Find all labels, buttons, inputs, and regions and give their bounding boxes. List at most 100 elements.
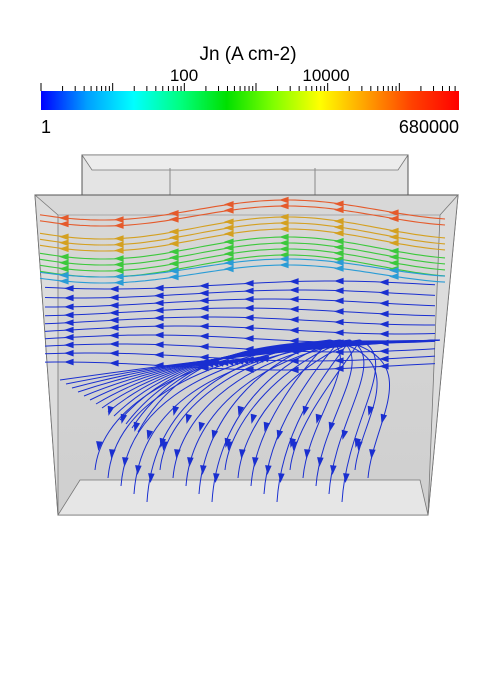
streamline-arrow [289, 305, 299, 313]
streamline-arrow [109, 309, 119, 317]
streamline-arrow [169, 248, 179, 255]
streamline-arrow [244, 335, 254, 342]
streamline-arrow [389, 259, 399, 267]
streamline-arrow [109, 316, 119, 324]
streamline-arrow [389, 267, 399, 274]
streamline-arrow [64, 349, 74, 357]
streamline-arrow [200, 465, 207, 475]
streamline-arrow [154, 284, 164, 292]
streamline-arrow [224, 218, 234, 226]
streamline-arrow [64, 358, 74, 366]
streamline [341, 339, 377, 503]
streamline-arrow [315, 413, 323, 424]
streamline-arrow [389, 209, 399, 217]
streamline-arrow [379, 310, 389, 318]
streamline-arrow [109, 359, 119, 367]
streamline-arrow [224, 250, 234, 258]
streamline-arrow [109, 324, 119, 331]
streamline-arrow [289, 286, 299, 294]
streamline-arrow [379, 320, 389, 328]
streamline-arrow [114, 255, 124, 262]
streamline-arrow [334, 287, 344, 294]
streamline-arrow [379, 299, 389, 307]
streamline-arrow [169, 210, 179, 217]
volume-floor [57, 479, 429, 516]
streamline-arrow [250, 413, 258, 424]
streamline-arrow [276, 429, 284, 440]
streamline-arrow [154, 292, 164, 299]
streamline-arrow [367, 405, 375, 416]
streamline-arrow [109, 349, 119, 357]
volume-right-face [427, 193, 459, 516]
streamline [137, 339, 441, 433]
streamline-arrow [334, 357, 344, 364]
streamline-arrow [289, 295, 299, 303]
streamline-arrow [334, 297, 344, 305]
streamline-arrow [334, 223, 344, 231]
streamline-arrow [174, 449, 181, 459]
streamline [39, 205, 446, 227]
streamline-arrow [109, 294, 119, 301]
streamline-arrow [64, 311, 74, 319]
streamline-arrow [224, 201, 234, 208]
streamline-arrow [330, 465, 337, 475]
streamline-arrow [198, 421, 206, 432]
streamline-arrow [64, 334, 74, 341]
streamline-arrow [389, 233, 399, 241]
streamline [39, 264, 446, 284]
colorbar-gradient-bar [41, 91, 459, 110]
streamline-arrow [237, 405, 245, 416]
streamline-arrow [154, 322, 164, 330]
colorbar-max-label: 680000 [399, 117, 459, 137]
streamline [39, 242, 446, 266]
streamline-arrow [379, 278, 389, 286]
streamline-arrow [161, 441, 168, 451]
streamline-arrow [224, 259, 234, 267]
streamline-arrow [114, 222, 124, 229]
streamline-arrow [317, 457, 324, 467]
streamline-arrow [343, 473, 350, 483]
streamline-arrow [279, 255, 289, 263]
streamline [146, 339, 331, 503]
streamline-arrow [107, 405, 115, 416]
streamline-arrow [244, 314, 254, 321]
volume-left-face [34, 194, 59, 516]
streamline-arrow [278, 473, 285, 483]
streamline-arrow [169, 273, 179, 281]
streamline [211, 339, 341, 503]
streamline-arrow [109, 302, 119, 309]
streamline-arrow [389, 227, 399, 235]
streamline-arrow [334, 348, 344, 356]
streamline-arrow [289, 366, 299, 374]
colorbar: Jn (A cm-2) 100 10000 1 680000 [40, 44, 459, 137]
streamline-arrow [341, 429, 349, 440]
streamline-arrow [279, 225, 289, 233]
streamline-arrow [109, 340, 119, 348]
streamline-arrow [389, 247, 399, 255]
streamline-arrow [334, 237, 344, 245]
streamline-arrow [279, 219, 289, 227]
streamline-arrow [224, 244, 234, 252]
streamline-arrow [334, 308, 344, 315]
streamline-arrow [154, 307, 164, 314]
streamline-arrow [389, 239, 399, 247]
streamline-arrow [213, 473, 220, 483]
streamline-arrow [334, 243, 344, 251]
streamline-arrow [154, 314, 164, 322]
streamline-arrow [135, 465, 142, 475]
streamline-arrow [334, 259, 344, 266]
streamline-arrow [244, 295, 254, 303]
streamline-arrow [334, 217, 344, 225]
streamline-arrow [185, 413, 193, 424]
streamline-arrow [289, 326, 299, 334]
streamline-arrow [304, 449, 311, 459]
streamline-arrow [199, 289, 209, 297]
streamline-arrow [252, 457, 259, 467]
streamline-arrow [244, 366, 254, 373]
streamline-arrow [59, 233, 69, 241]
streamline-arrow [96, 441, 103, 451]
streamline-arrow [199, 313, 209, 321]
streamline-arrow [64, 285, 74, 292]
streamline-arrow [224, 265, 234, 273]
